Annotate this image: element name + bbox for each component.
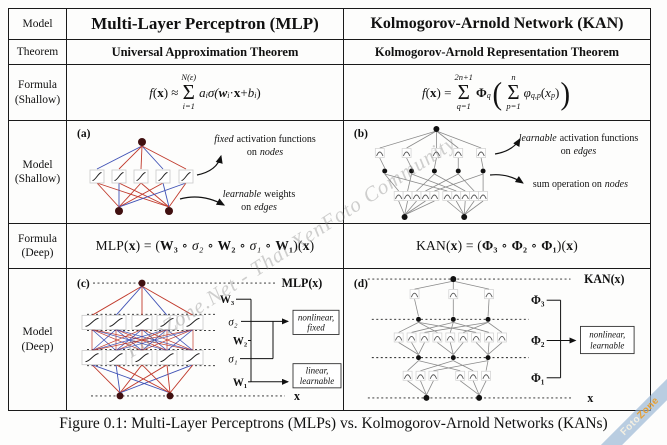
input-node xyxy=(115,207,123,215)
row-label-formula-shallow: Formula (Shallow) xyxy=(9,64,66,120)
arrow-to-nodes-note xyxy=(196,154,223,176)
panel-d-tag: (d) xyxy=(354,278,368,290)
learnable-activation-glyphs xyxy=(393,289,507,381)
linear-learnable-box xyxy=(292,363,342,389)
sum-operation-note: sum operation on nodes xyxy=(533,179,628,190)
mlp-input-edges xyxy=(96,182,187,208)
svg-text:linear,: linear, xyxy=(306,366,329,376)
w2-label: W₂ xyxy=(233,336,248,348)
arrow-to-edges-note xyxy=(494,137,521,155)
mlp-deep-formula: MLP(x) = (W₃ ∘ σ₂ ∘ W₂ ∘ σ₁ ∘ W₁)(x) xyxy=(66,223,343,268)
svg-text:nonlinear,: nonlinear, xyxy=(589,329,625,339)
panel-a-tag: (a) xyxy=(77,128,91,140)
phi2-label: Φ₂ xyxy=(531,333,545,347)
sigma1-label: σ₁ xyxy=(228,354,237,366)
mlp-shallow-formula: f(x) ≈ N(ε) Σ i=1 a i σ(w i · x + b i) xyxy=(66,64,343,120)
input-node xyxy=(166,392,174,400)
bracket-lines xyxy=(546,299,562,379)
svg-text:nonlinear,: nonlinear, xyxy=(298,312,334,322)
mlp-title: Multi-Layer Perceptron (MLP) xyxy=(66,9,343,39)
w3-edges xyxy=(91,285,194,316)
activation-squares-lower xyxy=(81,350,204,366)
learnable-weights-note: learnable weights xyxy=(223,189,296,200)
kan-deep-formula: KAN(x) = (Φ₃ ∘ Φ₂ ∘ Φ₁)(x) xyxy=(343,223,650,268)
kan-edges xyxy=(379,130,484,216)
nonlinear-fixed-box xyxy=(292,309,340,335)
learnable-activation-note: learnable activation functions xyxy=(519,133,639,144)
mlp-theorem: Universal Approximation Theorem xyxy=(66,39,343,64)
inner-sum-operator: n Σ p=1 xyxy=(506,72,521,112)
sum-nodes xyxy=(416,276,491,401)
panel-c-tag: (c) xyxy=(77,278,90,290)
sigma2-label: σ₂ xyxy=(228,316,237,328)
w1-label: W₁ xyxy=(233,377,247,389)
mlp-output-label: MLP(x) xyxy=(282,276,323,290)
svg-text:learnable: learnable xyxy=(300,376,334,386)
phi1-label: Φ₁ xyxy=(531,371,545,385)
output-node xyxy=(138,138,146,146)
kan-output-label: KAN(x) xyxy=(584,272,624,286)
arrow-to-nodes-note xyxy=(489,174,524,184)
kan-edges xyxy=(398,280,503,396)
learnable-activation-glyphs xyxy=(374,148,489,201)
input-x-label: x xyxy=(587,391,593,405)
activation-squares-upper xyxy=(81,314,204,330)
input-node xyxy=(116,392,124,400)
svg-text:learnable: learnable xyxy=(590,341,624,351)
mlp-output-edges xyxy=(96,145,187,170)
comparison-table: Model Multi-Layer Perceptron (MLP) Kolmo… xyxy=(8,8,651,411)
w2-edges xyxy=(91,329,194,351)
kan-theorem: Kolmogorov-Arnold Representation Theorem xyxy=(343,39,650,64)
kan-shallow-diagram: (b) xyxy=(343,120,650,223)
outer-sum-operator: 2n+1 Σ q=1 xyxy=(454,72,473,112)
kan-deep-diagram: (d) xyxy=(343,268,650,410)
phi3-label: Φ₃ xyxy=(531,293,545,307)
row-label-formula-deep: Formula (Deep) xyxy=(9,223,66,268)
figure-caption: Figure 0.1: Multi-Layer Perceptrons (MLP… xyxy=(59,415,608,432)
arrow-to-edges-note xyxy=(179,196,226,206)
output-node xyxy=(138,279,146,287)
mlp-deep-diagram: (c) xyxy=(66,268,343,410)
input-x-label: x xyxy=(294,389,300,403)
panel-b-tag: (b) xyxy=(354,128,368,140)
bracket-lines xyxy=(236,298,274,383)
kan-title: Kolmogorov-Arnold Network (KAN) xyxy=(343,9,650,39)
row-label-model-shallow: Model (Shallow) xyxy=(9,120,66,223)
input-node xyxy=(165,207,173,215)
w1-edges xyxy=(91,364,194,394)
row-label-theorem: Theorem xyxy=(9,39,66,64)
svg-text:fixed: fixed xyxy=(307,322,325,332)
w3-label: W₃ xyxy=(220,294,235,306)
sum-nodes xyxy=(382,126,486,220)
row-label-model: Model xyxy=(22,17,53,30)
nonlinear-learnable-box xyxy=(580,325,635,355)
mlp-shallow-diagram: (a) xyxy=(66,120,343,223)
fixed-activation-note: fixed activation functions xyxy=(214,134,316,145)
activation-squares xyxy=(89,169,194,184)
sum-operator: N(ε) Σ i=1 xyxy=(181,72,197,112)
row-label-model-deep: Model (Deep) xyxy=(9,268,66,410)
layer-dashed-lines xyxy=(367,278,573,399)
